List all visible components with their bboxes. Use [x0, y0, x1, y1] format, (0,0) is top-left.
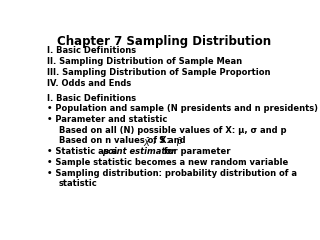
- Text: I. Basic Definitions: I. Basic Definitions: [47, 94, 137, 102]
- Text: , S and: , S and: [153, 136, 186, 145]
- Text: IV. Odds and Ends: IV. Odds and Ends: [47, 78, 132, 88]
- Text: point estimator: point estimator: [102, 147, 175, 156]
- Text: • Statistic as a: • Statistic as a: [47, 147, 120, 156]
- Text: • Population and sample (N presidents and n presidents): • Population and sample (N presidents an…: [47, 104, 318, 113]
- Text: for parameter: for parameter: [161, 147, 230, 156]
- Text: III. Sampling Distribution of Sample Proportion: III. Sampling Distribution of Sample Pro…: [47, 68, 271, 77]
- Text: Chapter 7 Sampling Distribution: Chapter 7 Sampling Distribution: [57, 35, 271, 48]
- Text: statistic: statistic: [59, 179, 97, 188]
- Text: II. Sampling Distribution of Sample Mean: II. Sampling Distribution of Sample Mean: [47, 57, 243, 66]
- Text: $\bar{X}$: $\bar{X}$: [143, 136, 151, 149]
- Text: I. Basic Definitions: I. Basic Definitions: [47, 46, 137, 55]
- Text: • Sampling distribution: probability distribution of a: • Sampling distribution: probability dis…: [47, 168, 298, 178]
- Text: $\bar{p}$: $\bar{p}$: [176, 136, 183, 149]
- Text: • Sample statistic becomes a new random variable: • Sample statistic becomes a new random …: [47, 158, 289, 167]
- Text: Based on all (N) possible values of X: μ, σ and p: Based on all (N) possible values of X: μ…: [59, 126, 286, 135]
- Text: Based on n values of X:: Based on n values of X:: [59, 136, 175, 145]
- Text: • Parameter and statistic: • Parameter and statistic: [47, 115, 168, 124]
